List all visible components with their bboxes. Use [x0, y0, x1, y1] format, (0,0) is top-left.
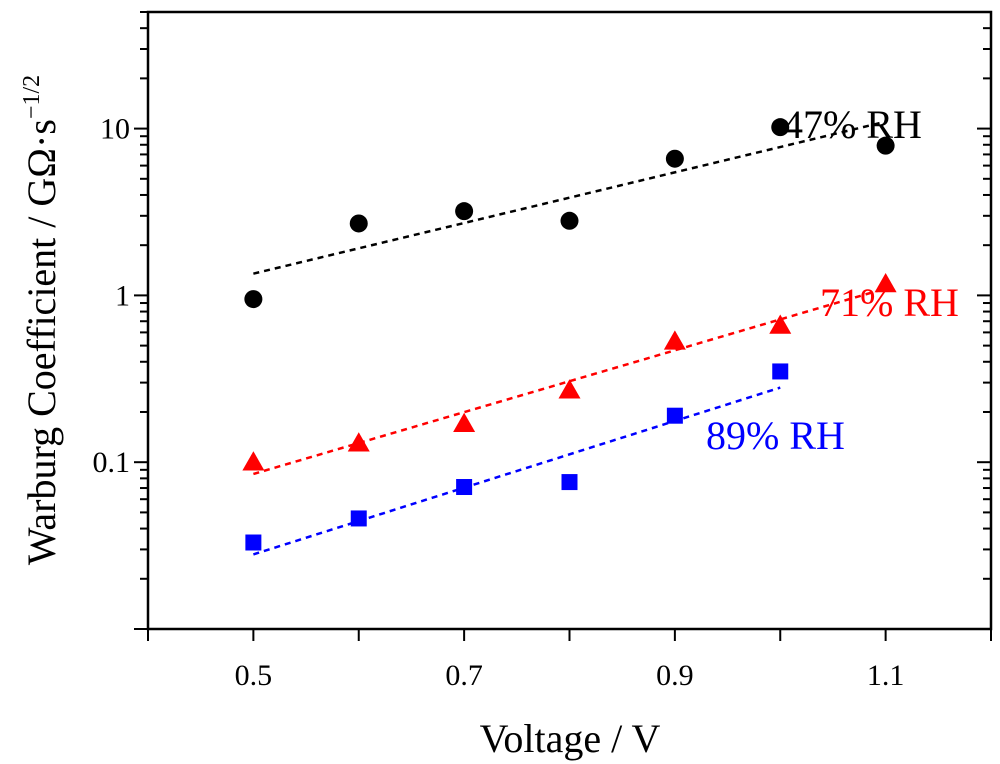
x-tick-label: 0.9 — [656, 659, 694, 692]
axis-tick-labels: 0.5 0.7 0.9 1.1 0.1 1 10 — [93, 113, 905, 692]
data-point-series-0 — [665, 149, 684, 168]
data-point-series-2 — [561, 474, 578, 491]
data-point-series-2 — [350, 510, 367, 527]
data-points — [242, 118, 897, 551]
y-axis-title: Warburg Coefficient / GΩ·s−1/2 — [19, 75, 64, 565]
fit-line-series-0 — [253, 120, 886, 275]
data-point-series-1 — [663, 330, 686, 350]
x-axis-title: Voltage / V — [480, 716, 661, 761]
y-tick-label: 0.1 — [93, 446, 131, 479]
y-tick-label: 1 — [115, 279, 130, 312]
x-tick-label: 0.7 — [445, 659, 483, 692]
data-point-series-0 — [560, 211, 579, 230]
data-point-series-2 — [772, 363, 789, 380]
series-label-47rh: 47% RH — [783, 102, 922, 147]
data-point-series-1 — [347, 432, 370, 452]
x-tick-label: 0.5 — [235, 659, 273, 692]
data-point-series-0 — [876, 136, 895, 155]
data-point-series-1 — [874, 273, 897, 293]
data-point-series-0 — [771, 118, 790, 137]
data-point-series-2 — [245, 534, 262, 551]
data-point-series-0 — [455, 202, 474, 221]
series-label-89rh: 89% RH — [706, 413, 845, 458]
fit-line-series-2 — [252, 386, 781, 556]
data-point-series-1 — [453, 412, 476, 433]
data-point-series-2 — [456, 479, 473, 496]
x-tick-label: 1.1 — [867, 659, 905, 692]
y-axis-title-exponent: −1/2 — [19, 75, 45, 119]
data-point-series-0 — [244, 290, 263, 309]
series-label-71rh: 71% RH — [820, 280, 959, 325]
fit-lines — [252, 120, 886, 556]
y-tick-label: 10 — [100, 113, 130, 146]
data-point-series-0 — [349, 214, 368, 233]
data-point-series-1 — [558, 379, 581, 399]
y-axis-title-main: Warburg Coefficient / GΩ·s — [19, 119, 64, 565]
data-point-series-2 — [666, 407, 683, 424]
data-point-series-1 — [242, 451, 265, 471]
axis-ticks — [134, 11, 992, 641]
data-point-series-1 — [769, 314, 792, 334]
